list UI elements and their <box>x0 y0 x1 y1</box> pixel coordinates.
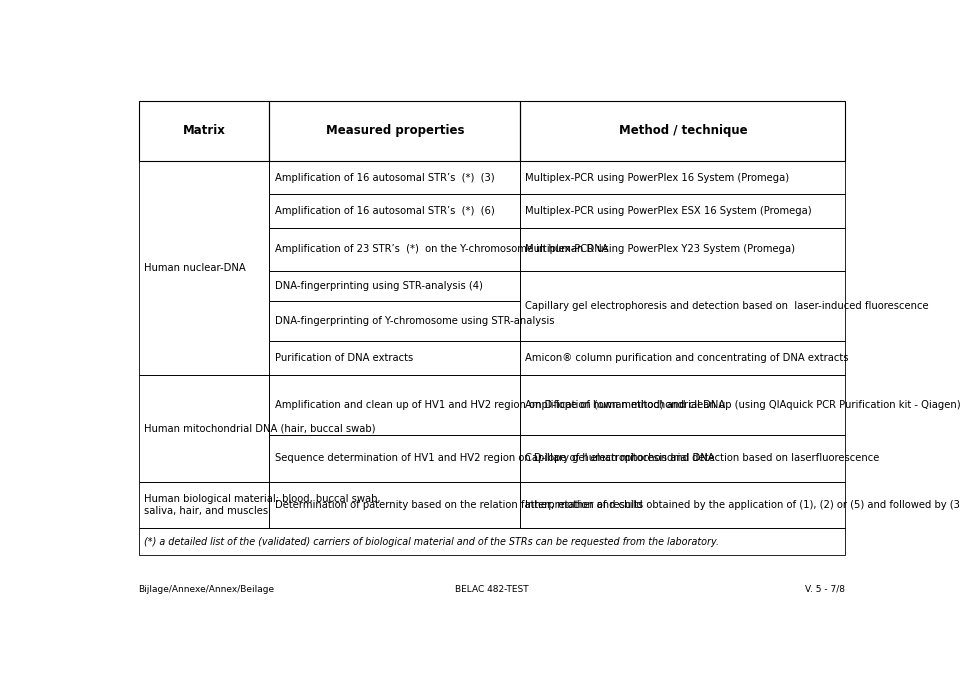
Text: Amplification of 23 STR’s  (*)  on the Y-chromosome in human DNA: Amplification of 23 STR’s (*) on the Y-c… <box>275 244 609 255</box>
Bar <box>520 342 846 375</box>
Bar <box>138 161 270 375</box>
Text: Human biological material: blood, buccal swab,
saliva, hair, and muscles: Human biological material: blood, buccal… <box>144 494 380 516</box>
Bar <box>270 375 520 435</box>
Text: DNA-fingerprinting using STR-analysis (4): DNA-fingerprinting using STR-analysis (4… <box>275 281 483 291</box>
Text: Amplification of 16 autosomal STR’s  (*)  (3): Amplification of 16 autosomal STR’s (*) … <box>275 173 494 182</box>
Text: Capillary gel electrophoresis and detection based on laserfluorescence: Capillary gel electrophoresis and detect… <box>525 453 880 463</box>
Text: V. 5 - 7/8: V. 5 - 7/8 <box>805 585 846 594</box>
Bar <box>270 271 520 301</box>
Text: Amplification (own method) and clean up (using QIAquick PCR Purification kit - Q: Amplification (own method) and clean up … <box>525 400 960 410</box>
Text: Capillary gel electrophoresis and detection based on  laser-induced fluorescence: Capillary gel electrophoresis and detect… <box>525 301 929 311</box>
Bar <box>270 161 520 194</box>
Bar <box>520 161 846 194</box>
Bar <box>270 482 520 528</box>
Text: Multiplex-PCR using PowerPlex 16 System (Promega): Multiplex-PCR using PowerPlex 16 System … <box>525 173 790 182</box>
Bar <box>520 435 846 482</box>
Text: Determination of paternity based on the relation father, mother and child: Determination of paternity based on the … <box>275 500 642 510</box>
Bar <box>270 194 520 228</box>
Text: Measured properties: Measured properties <box>325 124 464 137</box>
Bar <box>520 375 846 435</box>
Bar <box>270 342 520 375</box>
Bar <box>520 271 846 342</box>
Text: Amplification and clean up of HV1 and HV2 region on D-lope of human mitochondria: Amplification and clean up of HV1 and HV… <box>275 400 725 410</box>
Text: DNA-fingerprinting of Y-chromosome using STR-analysis: DNA-fingerprinting of Y-chromosome using… <box>275 316 554 327</box>
Bar <box>520 101 846 161</box>
Bar <box>138 482 270 528</box>
Bar <box>520 228 846 271</box>
Text: Multiplex-PCR using PowerPlex Y23 System (Promega): Multiplex-PCR using PowerPlex Y23 System… <box>525 244 796 255</box>
Text: Amplification of 16 autosomal STR’s  (*)  (6): Amplification of 16 autosomal STR’s (*) … <box>275 206 494 216</box>
Bar <box>138 375 270 482</box>
Text: (*) a detailed list of the (validated) carriers of biological material and of th: (*) a detailed list of the (validated) c… <box>144 536 719 547</box>
Text: Method / technique: Method / technique <box>618 124 747 137</box>
Text: Purification of DNA extracts: Purification of DNA extracts <box>275 353 413 363</box>
Text: Matrix: Matrix <box>182 124 226 137</box>
Bar <box>270 301 520 342</box>
Text: Interpretation of results obtained by the application of (1), (2) or (5) and fol: Interpretation of results obtained by th… <box>525 500 960 510</box>
Bar <box>138 528 846 555</box>
Text: Human nuclear-DNA: Human nuclear-DNA <box>144 263 246 273</box>
Text: BELAC 482-TEST: BELAC 482-TEST <box>455 585 529 594</box>
Bar <box>520 194 846 228</box>
Bar <box>270 435 520 482</box>
Text: Bijlage/Annexe/Annex/Beilage: Bijlage/Annexe/Annex/Beilage <box>138 585 275 594</box>
Text: Human mitochondrial DNA (hair, buccal swab): Human mitochondrial DNA (hair, buccal sw… <box>144 423 375 433</box>
Text: Sequence determination of HV1 and HV2 region on D-lope of human mitochondrial DN: Sequence determination of HV1 and HV2 re… <box>275 453 714 463</box>
Text: Multiplex-PCR using PowerPlex ESX 16 System (Promega): Multiplex-PCR using PowerPlex ESX 16 Sys… <box>525 206 812 216</box>
Bar <box>520 482 846 528</box>
Bar <box>270 228 520 271</box>
Bar <box>270 101 520 161</box>
Bar <box>138 101 270 161</box>
Text: Amicon® column purification and concentrating of DNA extracts: Amicon® column purification and concentr… <box>525 353 849 363</box>
